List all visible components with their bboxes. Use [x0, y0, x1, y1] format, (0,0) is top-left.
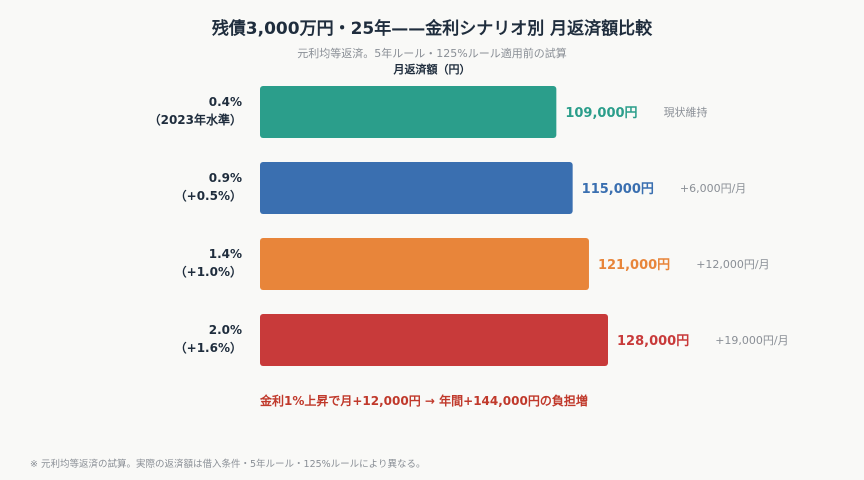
category-label-2-1: （+1.0%） — [175, 264, 242, 279]
delta-label-1: +6,000円/月 — [680, 182, 746, 195]
summary-note: 金利1%上昇で月+12,000円 → 年間+144,000円の負担増 — [260, 394, 588, 408]
chart-title: 残債3,000万円・25年——金利シナリオ別 月返済額比較 — [211, 19, 653, 39]
category-label-0-0: 0.4% — [209, 95, 242, 109]
value-label-0: 109,000円 — [565, 106, 637, 121]
category-label-1-0: 0.9% — [209, 171, 242, 185]
category-label-3-1: （+1.6%） — [175, 340, 242, 355]
category-label-1-1: （+0.5%） — [175, 188, 242, 203]
delta-label-0: 現状維持 — [664, 105, 708, 119]
bar-0 — [260, 86, 557, 138]
category-label-3-0: 2.0% — [209, 323, 242, 337]
value-label-1: 115,000円 — [582, 182, 654, 197]
chart-subtitle: 元利均等返済。5年ルール・125%ルール適用前の試算 — [297, 47, 567, 60]
bar-1 — [260, 162, 573, 214]
category-label-0-1: （2023年水準） — [149, 112, 242, 127]
bar-3 — [260, 314, 608, 366]
axis-title: 月返済額（円） — [393, 63, 471, 76]
footnote: ※ 元利均等返済の試算。実際の返済額は借入条件・5年ルール・125%ルールにより… — [30, 459, 426, 470]
value-label-2: 121,000円 — [598, 258, 670, 273]
bar-2 — [260, 238, 589, 290]
value-label-3: 128,000円 — [617, 334, 689, 349]
delta-label-2: +12,000円/月 — [696, 258, 769, 271]
category-label-2-0: 1.4% — [209, 247, 242, 261]
delta-label-3: +19,000円/月 — [715, 334, 788, 347]
